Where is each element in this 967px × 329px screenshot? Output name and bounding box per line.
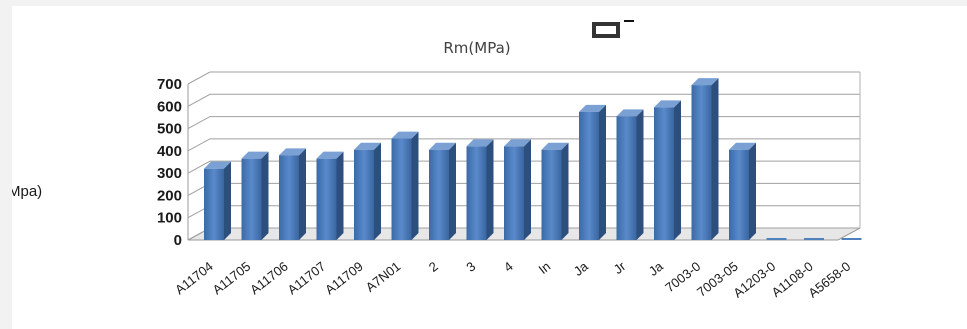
bar <box>279 148 306 240</box>
bar <box>766 238 787 240</box>
y-tick-label: 0 <box>174 232 182 249</box>
bar <box>316 151 344 240</box>
bar <box>579 104 606 240</box>
y-axis-ticks: 0 100 200 300 400 500 600 700 <box>157 76 182 249</box>
bar-series <box>204 78 862 241</box>
x-tick-label: Ja <box>646 258 667 279</box>
bar <box>691 78 719 240</box>
x-tick-label: A11707 <box>285 259 329 298</box>
x-tick-label: A11709 <box>322 259 366 298</box>
x-tick-label: 2 <box>426 259 441 275</box>
x-tick-label: A5658-0 <box>805 259 853 301</box>
y-axis-label: Mpa) <box>12 183 42 200</box>
chart-panel: Rm(MPa) Mpa) 0 100 200 300 400 500 600 700 A117… <box>12 6 967 329</box>
x-tick-label: Jr <box>611 258 629 277</box>
y-tick-label: 200 <box>157 187 182 204</box>
x-tick-label: A11705 <box>210 259 254 298</box>
bar <box>204 161 231 240</box>
chart-title: Rm(MPa) <box>443 39 510 57</box>
bar-chart: Rm(MPa) Mpa) 0 100 200 300 400 500 600 700 A117… <box>12 20 862 301</box>
y-tick-label: 300 <box>157 165 182 182</box>
y-tick-label: 100 <box>157 210 182 227</box>
gridline <box>187 93 860 107</box>
gridline <box>187 71 860 85</box>
bar <box>504 139 531 240</box>
y-tick-label: 500 <box>157 121 182 138</box>
x-tick-label: 4 <box>501 259 516 275</box>
x-tick-label: A7N01 <box>363 259 404 295</box>
bar <box>354 142 381 240</box>
x-tick-label: A11704 <box>172 259 216 298</box>
bar <box>429 142 456 240</box>
bar <box>616 109 644 240</box>
bar <box>541 142 569 240</box>
bar <box>729 142 756 240</box>
bar <box>804 238 824 240</box>
x-tick-label: A11706 <box>247 259 291 298</box>
bar <box>654 100 681 241</box>
y-tick-label: 600 <box>157 98 182 115</box>
x-tick-label: 3 <box>463 259 478 275</box>
x-tick-label: Ja <box>571 258 592 279</box>
y-tick-label: 400 <box>157 143 182 160</box>
x-tick-label: In <box>536 259 554 277</box>
y-tick-label: 700 <box>157 76 182 93</box>
x-tick-label: A1203-0 <box>730 259 778 301</box>
bar <box>241 151 269 240</box>
gridline <box>187 116 860 130</box>
bar <box>466 139 494 240</box>
legend-artifact <box>592 20 634 38</box>
bar <box>841 238 862 240</box>
bar <box>391 131 419 240</box>
